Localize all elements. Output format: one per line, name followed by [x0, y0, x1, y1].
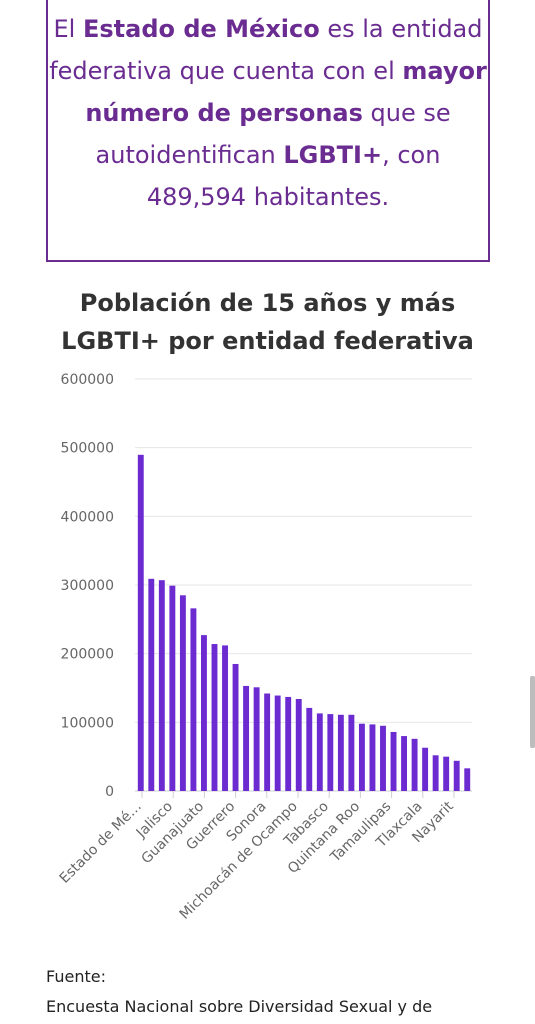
highlight-callout: El Estado de México es la entidad federa…	[46, 0, 490, 262]
callout-bold-lgbti: LGBTI+	[283, 141, 383, 169]
bar[interactable]	[232, 663, 239, 791]
bar[interactable]	[380, 725, 386, 791]
bar[interactable]	[432, 755, 439, 791]
bar[interactable]	[201, 635, 207, 791]
bar[interactable]	[190, 608, 197, 791]
bar[interactable]	[316, 713, 323, 791]
x-tick-label: Estado de Mé…	[57, 799, 145, 887]
chart-title-line-1: Población de 15 años y más	[79, 289, 456, 317]
y-tick-label: 0	[105, 784, 114, 800]
source-text: Encuesta Nacional sobre Diversidad Sexua…	[46, 997, 433, 1016]
callout-bold-state: Estado de México	[82, 15, 320, 43]
bar[interactable]	[158, 580, 165, 791]
chart-title: Población de 15 años y más LGBTI+ por en…	[0, 284, 535, 360]
bar[interactable]	[211, 644, 218, 791]
bar[interactable]	[453, 760, 460, 791]
bar[interactable]	[243, 685, 250, 791]
y-tick-label: 100000	[61, 715, 114, 731]
bar[interactable]	[306, 707, 313, 791]
bar[interactable]	[443, 756, 450, 791]
callout-text-3: que se autoidentifican	[95, 99, 451, 169]
source-block: Fuente: Encuesta Nacional sobre Diversid…	[46, 962, 432, 1022]
bar[interactable]	[179, 595, 186, 791]
bar[interactable]	[169, 585, 176, 791]
bar[interactable]	[422, 747, 429, 791]
bar[interactable]	[464, 768, 471, 791]
bar[interactable]	[222, 645, 228, 791]
y-tick-label: 200000	[61, 647, 114, 663]
bar[interactable]	[369, 724, 376, 791]
bar-chart: 0 100000 200000 300000 400000 500000 600000 Est…	[57, 372, 472, 923]
bar[interactable]	[264, 693, 271, 791]
callout-text-2: es la entidad federativa que cuenta con …	[49, 15, 483, 85]
bar[interactable]	[348, 714, 355, 791]
page-scrollbar[interactable]	[530, 676, 535, 748]
bar[interactable]	[390, 731, 397, 791]
y-tick-label: 500000	[61, 441, 114, 457]
bar[interactable]	[401, 736, 407, 791]
source-label: Fuente:	[46, 967, 106, 986]
y-tick-label: 400000	[61, 509, 114, 525]
bar[interactable]	[148, 578, 155, 791]
bar[interactable]	[285, 696, 292, 791]
bar[interactable]	[337, 714, 344, 791]
bar[interactable]	[358, 723, 365, 791]
bar[interactable]	[411, 738, 418, 791]
y-tick-label: 300000	[61, 578, 114, 594]
callout-text: El Estado de México es la entidad federa…	[48, 8, 488, 218]
bar[interactable]	[327, 714, 334, 791]
chart-title-line-2: LGBTI+ por entidad federativa	[61, 327, 474, 355]
callout-text-1: El	[53, 15, 83, 43]
callout-text-4: , con 489,594 habitantes.	[146, 141, 441, 211]
y-tick-label: 600000	[61, 372, 114, 388]
bar[interactable]	[274, 695, 281, 791]
bar[interactable]	[295, 698, 302, 791]
bar[interactable]	[253, 687, 260, 791]
bar[interactable]	[137, 454, 144, 791]
callout-bold-number: mayor número de personas	[85, 57, 487, 127]
